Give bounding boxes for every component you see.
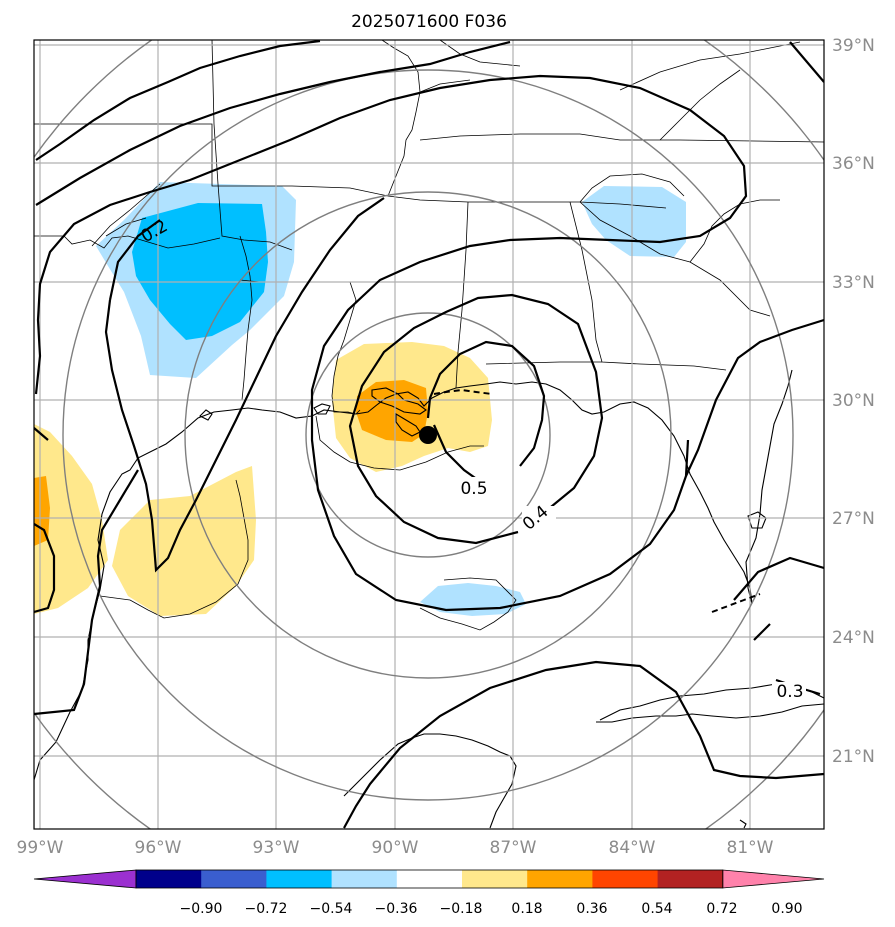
colorbar-extend-max — [722, 869, 825, 889]
lon-tick-label: 93°W — [253, 838, 300, 858]
lat-tick-label: 36°N — [832, 154, 875, 174]
colorbar-segment — [396, 870, 463, 888]
colorbar-segment — [592, 870, 659, 888]
positive-anomaly-medium-west-edge — [34, 476, 50, 546]
colorbar-segments — [33, 869, 825, 889]
negative-anomaly-medium-west — [132, 203, 268, 340]
lat-tick-label: 24°N — [832, 628, 875, 648]
colorbar-segment — [331, 870, 398, 888]
colorbar-tick-label: −0.72 — [245, 901, 288, 917]
colorbar-segment — [201, 870, 267, 888]
contour-label: 0.3 — [776, 682, 803, 702]
shaded-anomaly-fields — [34, 182, 686, 616]
lon-tick-label: 90°W — [372, 838, 419, 858]
contour-label: 0.5 — [460, 479, 487, 499]
lon-tick-label: 87°W — [490, 838, 537, 858]
dashed-contour — [711, 593, 761, 613]
colorbar-extend-min — [33, 869, 137, 889]
lat-tick-label: 30°N — [832, 391, 875, 411]
colorbar-segment — [462, 870, 528, 888]
colorbar-tick-label: −0.18 — [440, 901, 483, 917]
lat-tick-label: 33°N — [832, 273, 875, 293]
colorbar-segment — [136, 870, 202, 888]
colorbar-tick-label: 0.54 — [641, 901, 672, 917]
colorbar-outline — [135, 869, 724, 889]
lon-tick-label: 99°W — [17, 838, 64, 858]
contour-lines — [34, 40, 824, 829]
colorbar-tick-label: 0.18 — [511, 901, 542, 917]
storm-center-marker — [419, 426, 437, 444]
lat-tick-label: 27°N — [832, 509, 875, 529]
lon-tick-label: 96°W — [135, 838, 182, 858]
longitude-labels: 99°W 96°W 93°W 90°W 87°W 84°W 81°W — [17, 838, 774, 858]
colorbar-ticks: −0.90 −0.72 −0.54 −0.36 −0.18 0.18 0.36 … — [180, 901, 803, 917]
colorbar-segment — [527, 870, 593, 888]
latitude-labels: 39°N 36°N 33°N 30°N 27°N 24°N 21°N — [832, 36, 875, 767]
colorbar-tick-label: −0.54 — [310, 901, 353, 917]
colorbar-tick-label: 0.36 — [576, 901, 607, 917]
positive-anomaly-medium-center — [356, 380, 428, 442]
lon-tick-label: 84°W — [609, 838, 656, 858]
lat-tick-label: 21°N — [832, 747, 875, 767]
colorbar-tick-label: 0.72 — [706, 901, 737, 917]
figure-title: 2025071600 F036 — [351, 12, 507, 32]
colorbar-segment — [266, 870, 333, 888]
positive-anomaly-light-west-edge — [34, 424, 108, 614]
positive-anomaly-light-southwest — [112, 466, 256, 616]
lat-tick-label: 39°N — [832, 36, 875, 56]
lon-tick-label: 81°W — [727, 838, 774, 858]
colorbar-segment — [657, 870, 724, 888]
colorbar-tick-label: 0.90 — [771, 901, 802, 917]
political-borders — [34, 40, 824, 631]
colorbar-tick-label: −0.36 — [375, 901, 418, 917]
contour-label-group: 0.2 0.5 0.4 0.3 — [138, 216, 806, 702]
map-frame — [33, 39, 825, 830]
colorbar-tick-label: −0.90 — [180, 901, 223, 917]
colorbar: −0.90 −0.72 −0.54 −0.36 −0.18 0.18 0.36 … — [33, 869, 825, 917]
